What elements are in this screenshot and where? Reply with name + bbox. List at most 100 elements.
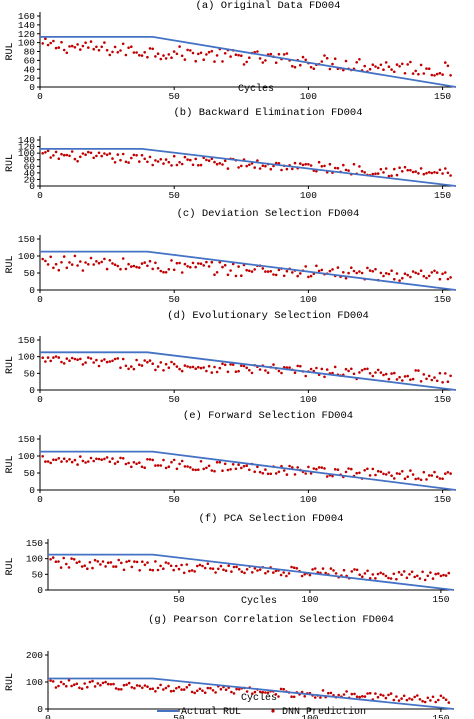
prediction-point	[309, 65, 313, 69]
prediction-point	[232, 692, 236, 695]
prediction-point	[395, 378, 399, 381]
prediction-point	[248, 368, 251, 372]
prediction-point	[253, 470, 256, 474]
prediction-point	[218, 366, 222, 370]
prediction-point	[111, 50, 114, 54]
chart-title: (a) Original Data FD004	[196, 0, 341, 12]
prediction-point	[245, 690, 249, 693]
prediction-point	[217, 567, 220, 571]
prediction-point	[353, 568, 356, 571]
prediction-point	[438, 371, 442, 375]
prediction-point	[180, 563, 183, 567]
prediction-point	[393, 477, 396, 480]
prediction-point	[300, 574, 304, 578]
prediction-point	[376, 572, 380, 576]
prediction-point	[303, 695, 307, 698]
prediction-point	[218, 460, 222, 464]
y-axis-label: RUL	[5, 455, 16, 473]
prediction-point	[389, 577, 393, 580]
prediction-point	[441, 381, 444, 384]
prediction-point	[229, 55, 232, 58]
prediction-point	[223, 263, 227, 267]
prediction-point	[79, 260, 82, 263]
prediction-point	[111, 457, 114, 460]
prediction-point	[210, 260, 214, 264]
prediction-point	[84, 153, 87, 156]
prediction-point	[258, 368, 262, 371]
prediction-point	[154, 261, 157, 265]
prediction-point	[337, 693, 341, 697]
prediction-point	[347, 369, 350, 373]
prediction-point	[146, 264, 149, 268]
prediction-point	[130, 565, 134, 569]
prediction-point	[393, 167, 396, 171]
prediction-point	[143, 359, 146, 362]
prediction-point	[433, 269, 436, 273]
prediction-point	[97, 48, 101, 52]
chart-panel-d: (d) Evolutionary Selection FD004 0 50 100 15…	[5, 310, 457, 405]
prediction-point	[44, 360, 47, 363]
prediction-point	[140, 54, 144, 57]
x-tick-label: 100	[301, 713, 318, 719]
prediction-point	[379, 371, 383, 374]
x-tick-label: 100	[300, 494, 317, 505]
prediction-point	[68, 359, 71, 363]
prediction-point	[67, 678, 71, 682]
prediction-point	[234, 274, 238, 278]
prediction-point	[167, 268, 171, 271]
prediction-point	[79, 155, 82, 159]
y-tick-label: 40	[24, 64, 36, 75]
prediction-point	[384, 473, 388, 476]
prediction-point	[291, 466, 294, 469]
prediction-point	[70, 684, 73, 688]
prediction-point	[392, 698, 396, 702]
prediction-point	[279, 687, 283, 691]
prediction-point	[277, 162, 281, 165]
prediction-point	[175, 687, 178, 690]
prediction-point	[403, 272, 407, 276]
prediction-point	[113, 357, 117, 361]
y-axis-label: RUL	[5, 154, 16, 172]
prediction-point	[125, 683, 128, 686]
prediction-point	[148, 259, 152, 263]
prediction-point	[417, 172, 420, 175]
prediction-point	[178, 161, 181, 164]
prediction-point	[325, 475, 329, 478]
prediction-point	[151, 568, 155, 572]
prediction-point	[41, 356, 44, 360]
legend: Actual RUL DNN Prediction	[157, 706, 366, 718]
legend-pred-swatch	[271, 709, 275, 713]
prediction-point	[237, 53, 240, 57]
prediction-point	[103, 152, 106, 155]
prediction-point	[116, 357, 120, 360]
prediction-point	[320, 367, 324, 371]
prediction-point	[237, 265, 240, 268]
prediction-point	[405, 576, 409, 580]
prediction-point	[403, 72, 407, 75]
prediction-point	[198, 563, 202, 567]
prediction-point	[189, 466, 192, 469]
prediction-point	[280, 371, 283, 375]
prediction-point	[57, 356, 61, 359]
prediction-point	[350, 266, 353, 270]
prediction-point	[121, 357, 125, 361]
prediction-point	[449, 374, 452, 378]
prediction-point	[393, 277, 396, 281]
prediction-point	[100, 260, 103, 264]
prediction-point	[355, 695, 359, 698]
prediction-point	[411, 72, 415, 75]
prediction-point	[258, 57, 262, 60]
prediction-point	[191, 468, 195, 471]
prediction-point	[170, 56, 173, 59]
prediction-point	[89, 456, 93, 460]
prediction-point	[88, 680, 92, 684]
prediction-point	[311, 568, 314, 571]
prediction-point	[54, 262, 58, 266]
prediction-point	[140, 262, 144, 265]
prediction-point	[425, 67, 428, 70]
prediction-point	[387, 377, 391, 381]
prediction-point	[253, 690, 257, 694]
prediction-point	[41, 152, 44, 155]
prediction-point	[127, 681, 131, 685]
prediction-point	[442, 573, 445, 577]
